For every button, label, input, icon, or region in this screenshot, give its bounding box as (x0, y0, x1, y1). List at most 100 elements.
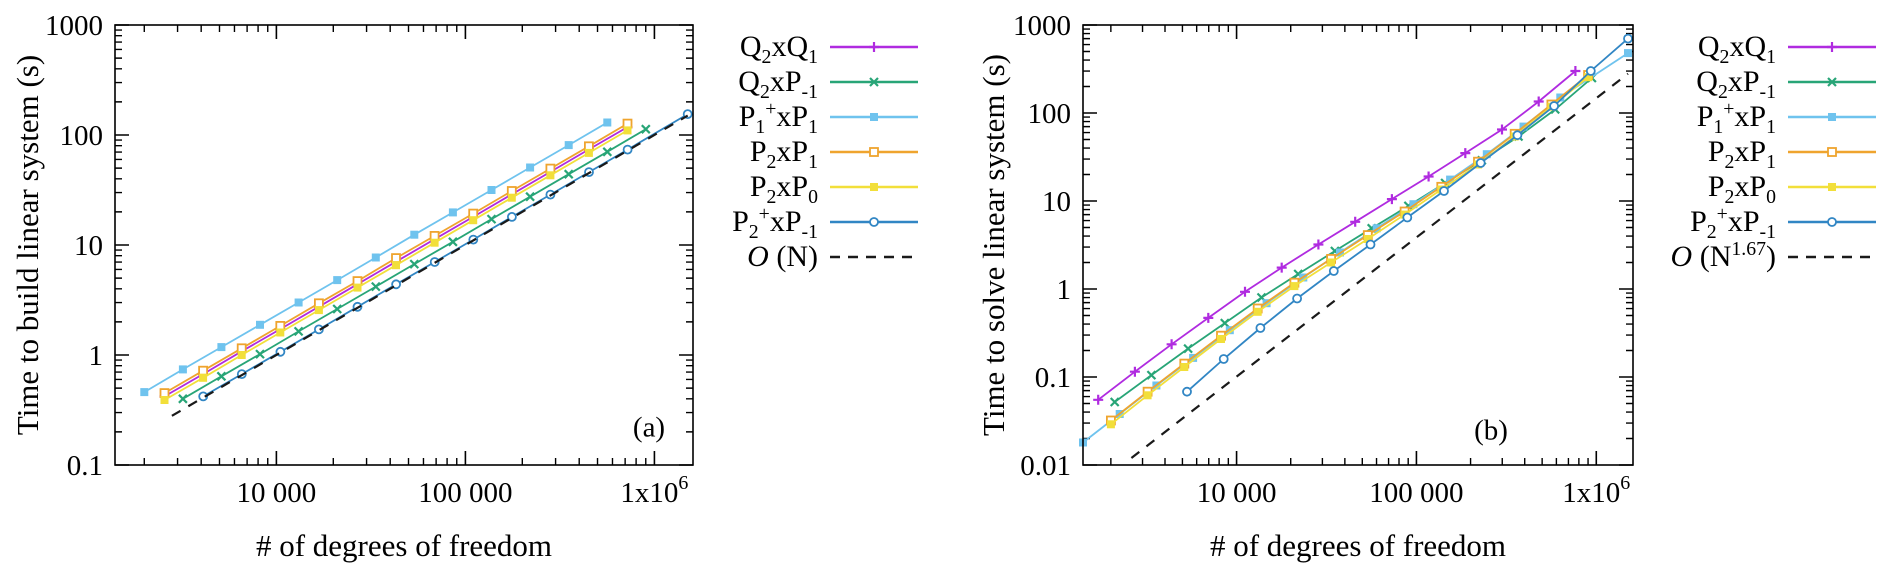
marker-cross (1109, 397, 1120, 407)
marker-square (294, 298, 303, 307)
legend-label-P2xP1: P2xP1 (749, 134, 818, 173)
marker-square-open (198, 365, 209, 376)
series-line-O(N) (171, 114, 689, 417)
legend-label-P2xP1: P2xP1 (1707, 134, 1776, 173)
marker-circle-open (1218, 354, 1229, 364)
minor-ticks (115, 25, 693, 465)
series-markers-P2+xP-1 (1182, 33, 1633, 397)
legend-swatch-P2xP0 (830, 182, 918, 191)
plot-border (114, 24, 694, 466)
marker-circle-open (1182, 386, 1192, 397)
marker-cross (602, 147, 613, 157)
y-tick-label: 10 (1042, 186, 1071, 218)
marker-square (1290, 282, 1299, 291)
marker-square (1363, 235, 1372, 243)
series-markers-P2xP0 (160, 126, 632, 404)
legend-label-P2+xP-1: P2+xP-1 (1690, 202, 1776, 243)
marker-cross (1146, 370, 1157, 380)
marker-plus (1203, 312, 1214, 323)
y-tick-label: 1000 (1013, 10, 1071, 42)
y-tick-label: 100 (60, 120, 104, 152)
marker-square (546, 171, 555, 180)
marker-circle-open (1365, 239, 1376, 250)
marker-square (1372, 224, 1381, 233)
legend-item-Q2xQ1: Q2xQ1 (598, 29, 920, 68)
y-axis-title-solve: Time to solve linear system (s) (976, 53, 1011, 437)
legend-solve: Q2xQ1 Q2xP-1 P1+xP1 P2xP1 P2xP0 P2+xP-1 O (N1.… (1556, 29, 1878, 274)
marker-cross (563, 169, 574, 179)
y-tick-label: 1 (89, 340, 104, 372)
marker-square (1828, 182, 1836, 191)
marker-plus (1166, 339, 1177, 350)
marker-square-open (869, 146, 879, 157)
legend-item-O(N): O (N) (598, 239, 920, 274)
marker-circle-open (622, 144, 633, 155)
marker-square (1180, 363, 1189, 371)
legend-swatch-O(N^1.67) (1788, 255, 1876, 258)
marker-circle-open (1827, 216, 1837, 227)
marker-cross (1827, 76, 1837, 87)
marker-plus (1313, 239, 1324, 250)
legend-swatch-Q2xQ1 (1788, 41, 1876, 52)
marker-cross (486, 214, 497, 224)
legend-swatch-P2xP1 (1788, 146, 1876, 157)
y-tick-label: 0.1 (67, 450, 103, 482)
marker-square (1253, 307, 1262, 316)
marker-square (237, 351, 246, 359)
marker-circle-open (1328, 266, 1339, 276)
x-tick-label: 10 000 (1197, 477, 1277, 509)
y-tick-label: 100 (1028, 98, 1072, 130)
marker-cross (255, 349, 265, 359)
chart-solve-time: 0.01 0.1 1 10 100 1000 10 000 100 000 1x106 (1013, 10, 1634, 509)
marker-square (353, 283, 362, 292)
marker-square-open (313, 298, 324, 309)
legend-label-P2xP0: P2xP0 (749, 169, 818, 208)
marker-square (1327, 258, 1336, 267)
y-tick-label: 0.1 (1035, 362, 1071, 394)
legend-item-P2xP0: P2xP0 (598, 169, 920, 208)
legend-swatch-Q2xP-1 (830, 76, 918, 87)
y-tick-label: 1 (1057, 274, 1072, 306)
marker-square (178, 365, 187, 374)
legend-item-P2+xP-1: P2+xP-1 (1556, 202, 1878, 243)
marker-square (160, 396, 169, 404)
legend-label-P1+xP1: P1+xP1 (1696, 97, 1776, 138)
marker-plus (1093, 394, 1104, 405)
marker-plus (1386, 194, 1397, 205)
legend-swatch-P2xP1 (830, 146, 918, 157)
marker-square (1106, 420, 1115, 429)
marker-cross (293, 326, 304, 337)
legend-label-Q2xP-1: Q2xP-1 (738, 64, 818, 103)
marker-cross (641, 124, 651, 134)
legend-swatch-Q2xP-1 (1788, 76, 1876, 87)
x-tick-label: 10 000 (237, 477, 317, 509)
marker-plus (1276, 262, 1287, 273)
marker-cross (371, 281, 381, 292)
legend-label-O(N): O (N) (747, 239, 818, 273)
marker-circle-open (1255, 323, 1266, 333)
y-tick-label: 10 (74, 230, 103, 262)
marker-cross (525, 191, 535, 202)
legend-item-Q2xP-1: Q2xP-1 (598, 64, 920, 103)
marker-square (584, 148, 593, 157)
series-line-P2xP1 (1110, 74, 1589, 422)
series-line-O(N^1.67) (1130, 72, 1629, 459)
marker-plus (1570, 66, 1581, 76)
marker-circle-open (1292, 293, 1302, 304)
marker-plus (1497, 124, 1507, 135)
series-markers-Q2xQ1 (1093, 66, 1581, 405)
legend-label-Q2xQ1: Q2xQ1 (739, 29, 818, 68)
legend-swatch-O(N) (830, 255, 918, 258)
marker-square (623, 126, 632, 135)
x-tick-label: 100 000 (418, 477, 512, 509)
marker-circle-open (1439, 186, 1449, 196)
marker-square (1446, 175, 1455, 184)
marker-square (256, 320, 264, 329)
marker-circle-open (1585, 66, 1596, 76)
legend-swatch-P2+xP-1 (830, 216, 918, 227)
marker-plus (1423, 171, 1434, 182)
x-tick-label: 1x106 (620, 472, 688, 509)
marker-square (1828, 112, 1836, 121)
marker-square (1584, 73, 1593, 82)
